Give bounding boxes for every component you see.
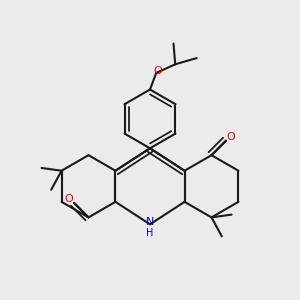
- Text: O: O: [65, 194, 74, 204]
- Text: O: O: [153, 66, 162, 76]
- Text: N: N: [146, 217, 154, 226]
- Text: H: H: [146, 228, 154, 238]
- Text: O: O: [226, 132, 235, 142]
